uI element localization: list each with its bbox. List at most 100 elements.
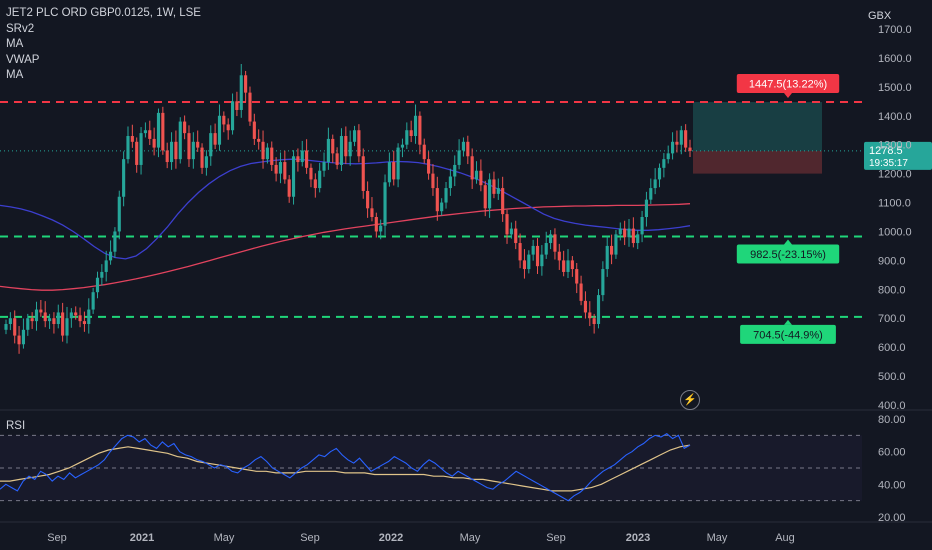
- candle-body: [222, 115, 226, 125]
- candle-body: [496, 188, 500, 194]
- price-tick-label: 1600.0: [878, 53, 912, 65]
- candle-body: [631, 228, 635, 244]
- level-label-text: 1447.5(13.22%): [749, 79, 827, 91]
- candle-body: [492, 179, 496, 194]
- candle-body: [444, 188, 448, 203]
- candle-body: [479, 170, 483, 186]
- candle-body: [126, 136, 130, 160]
- candle-body: [418, 115, 422, 145]
- candle-body: [601, 269, 605, 296]
- candle-body: [169, 141, 174, 163]
- candle-body: [257, 138, 261, 142]
- time-tick-label: 2022: [379, 532, 403, 544]
- candle-body: [274, 164, 278, 174]
- price-tick-label: 400.0: [878, 400, 906, 412]
- ma-long-polyline: [0, 203, 691, 291]
- candle-body: [69, 312, 73, 319]
- candle-body: [152, 138, 156, 148]
- candle-body: [117, 196, 121, 232]
- chart-header: JET2 PLC ORD GBP0.0125, 1W, LSE SRv2 MA …: [6, 6, 201, 84]
- candle-body: [474, 170, 479, 180]
- candle-body: [383, 182, 387, 226]
- candle-body: [596, 295, 601, 325]
- level-label-box: [736, 244, 840, 264]
- candle-body: [200, 147, 204, 168]
- candle-body: [39, 309, 43, 313]
- indicator-vwap[interactable]: VWAP: [6, 53, 40, 66]
- price-tick-label: 1000.0: [878, 226, 912, 238]
- candle-body: [562, 260, 566, 272]
- level-label-text: 704.5(-44.9%): [753, 329, 823, 341]
- candle-body: [614, 234, 618, 255]
- candle-body: [570, 260, 574, 270]
- price-tick-label: 600.0: [878, 342, 906, 354]
- candle-body: [657, 167, 662, 180]
- candle-body: [413, 115, 418, 137]
- candle-body: [183, 121, 187, 134]
- candle-body: [348, 141, 352, 157]
- candle-body: [8, 318, 12, 325]
- candle-body: [196, 141, 200, 148]
- candle-body: [178, 121, 182, 160]
- rsi-tick-label: 40.00: [878, 479, 906, 491]
- candle-body: [65, 318, 69, 336]
- candle-body: [309, 167, 313, 180]
- candle-body: [244, 75, 248, 93]
- candle-body: [217, 115, 222, 145]
- indicator-srv2[interactable]: SRv2: [6, 22, 35, 35]
- time-tick-label: Sep: [47, 532, 67, 544]
- time-tick-label: 2023: [626, 532, 650, 544]
- candle-body: [331, 138, 335, 154]
- candle-body: [374, 217, 378, 232]
- candle-body: [540, 254, 544, 267]
- candle-body: [326, 138, 330, 163]
- price-axis[interactable]: 400.0 500.0 600.0 700.0 800.0 900.0 1000.0 1100…: [878, 24, 912, 524]
- position-box[interactable]: 1278.519:35:17: [0, 102, 932, 174]
- candle-body: [148, 130, 152, 139]
- price-tick-label: 900.0: [878, 255, 906, 267]
- candle-body: [688, 147, 692, 151]
- candle-body: [379, 225, 383, 232]
- time-tick-label: Sep: [300, 532, 320, 544]
- level-label-box: [740, 324, 836, 344]
- ma-long-line: [0, 203, 691, 291]
- symbol-title[interactable]: JET2 PLC ORD GBP0.0125, 1W, LSE: [6, 7, 201, 19]
- candle-body: [113, 231, 117, 252]
- time-tick-label: May: [707, 532, 728, 544]
- candle-body: [579, 283, 583, 301]
- price-tick-label: 1100.0: [878, 198, 911, 210]
- candle-body: [104, 260, 108, 272]
- candle-body: [78, 315, 82, 322]
- price-tick-label: 1500.0: [878, 82, 912, 94]
- time-tick-label: May: [214, 532, 235, 544]
- candle-body: [501, 188, 505, 215]
- candle-body: [296, 156, 300, 163]
- candle-body: [679, 130, 683, 145]
- rsi-label[interactable]: RSI: [6, 420, 26, 432]
- candle-body: [61, 312, 65, 336]
- candle-body: [405, 130, 409, 145]
- candle-body: [248, 92, 252, 122]
- rsi-polyline: [0, 433, 691, 502]
- candle-body: [230, 101, 235, 131]
- candle-body: [566, 260, 570, 272]
- candle-body: [387, 162, 391, 183]
- stop-zone: [693, 150, 822, 174]
- candle-body: [488, 179, 492, 209]
- level-label-pointer: [784, 239, 792, 245]
- candle-body: [335, 153, 339, 165]
- candle-body: [522, 260, 527, 270]
- price-levels[interactable]: 1447.5(13.22%) 982.5(-23.15%) 704.5(-44.9%…: [0, 74, 862, 344]
- indicator-ma[interactable]: MA: [6, 38, 24, 50]
- candle-body: [627, 228, 631, 238]
- indicator-ma-2[interactable]: MA: [6, 69, 24, 81]
- candle-body: [270, 147, 274, 165]
- candle-body: [87, 309, 91, 325]
- candle-body: [82, 321, 86, 325]
- time-axis[interactable]: Sep 2021 May Sep 2022 May Sep 2023 May Aug: [47, 532, 795, 544]
- candle-body: [21, 329, 25, 345]
- candle-body: [47, 318, 52, 322]
- lightning-icon[interactable]: ⚡: [680, 390, 700, 410]
- rsi-pane: [0, 433, 862, 502]
